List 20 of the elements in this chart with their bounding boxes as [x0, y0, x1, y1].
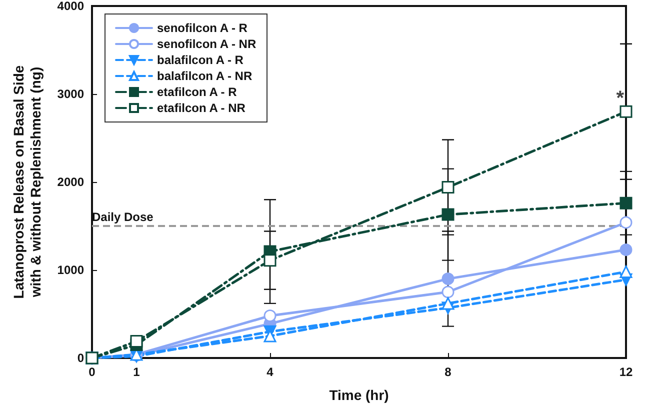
legend-label: senofilcon A - R: [157, 21, 248, 35]
x-tick-label: 0: [88, 365, 96, 379]
annotation: *: [616, 87, 624, 110]
y-tick-label: 4000: [57, 0, 84, 13]
legend-label: balafilcon A - NR: [157, 69, 252, 83]
x-tick-label: 4: [266, 365, 274, 379]
y-tick-label: 3000: [57, 87, 84, 101]
x-tick-label: 12: [619, 365, 633, 379]
legend-label: etafilcon A - R: [157, 85, 238, 99]
y-tick-label: 2000: [57, 175, 84, 189]
ref-line-label: Daily Dose: [92, 210, 154, 224]
y-axis-title: Latanoprost Release on Basal Side with & without Replenishment (ng): [10, 65, 44, 299]
y-tick-label: 0: [77, 351, 84, 365]
y-tick-label: 1000: [57, 263, 84, 277]
x-tick-label: 8: [444, 365, 452, 379]
legend-label: etafilcon A - NR: [157, 101, 246, 115]
x-tick-label: 1: [133, 365, 140, 379]
legend-label: balafilcon A - R: [157, 53, 244, 67]
legend-label: senofilcon A - NR: [157, 37, 256, 51]
x-axis-title: Time (hr): [329, 387, 389, 403]
